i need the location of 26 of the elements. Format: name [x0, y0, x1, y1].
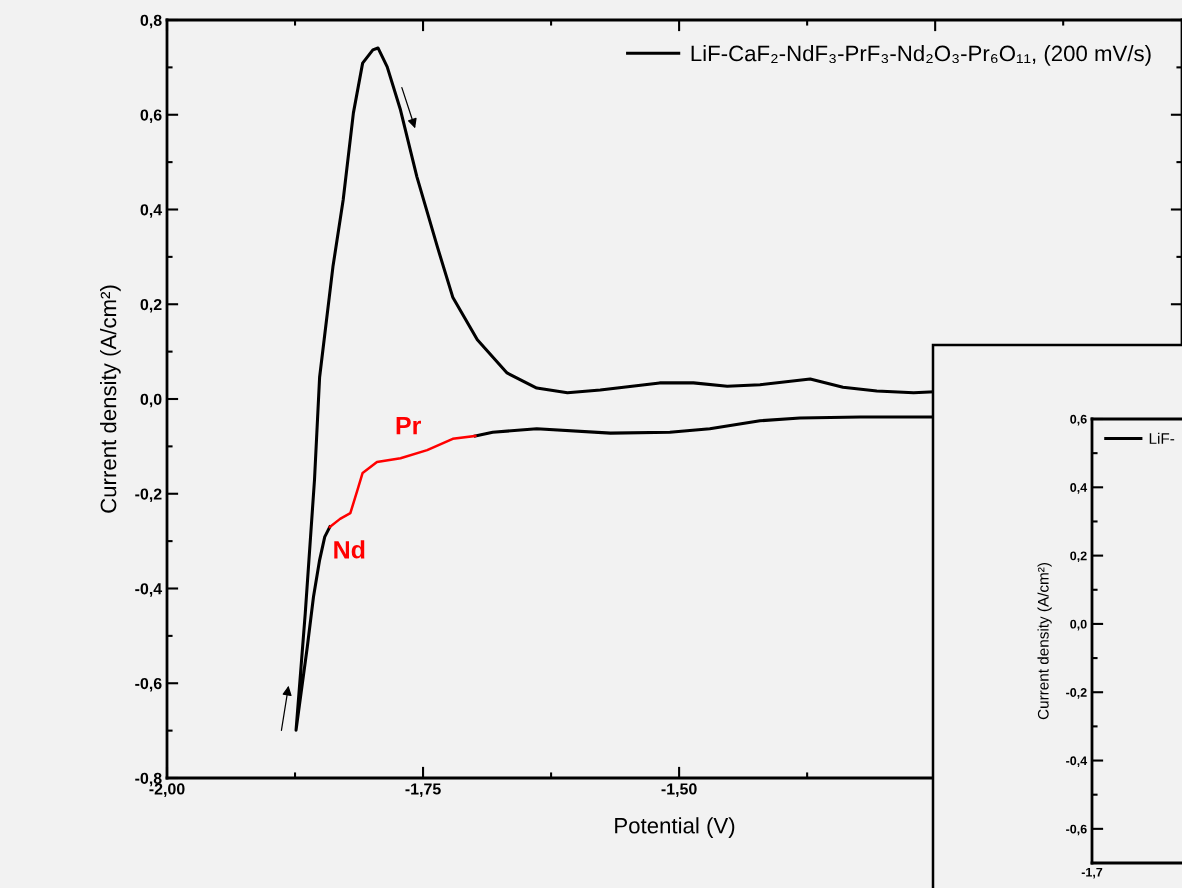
y-tick-label: -0,4: [135, 583, 163, 597]
annotation: Pr: [396, 416, 421, 435]
y-tick-label: 0,8: [140, 14, 162, 29]
y-tick-label: -0,4: [1066, 756, 1088, 767]
y-tick-label: 0,0: [140, 393, 162, 408]
y-tick-label: 0,2: [140, 298, 162, 313]
legend-label: LiF-CaF₂-NdF₃-PrF₃-Nd₂O₃-Pr₆O₁₁, (200 mV/s): [691, 45, 1151, 66]
y-tick-label: 0,6: [140, 109, 162, 124]
y-tick-label: 0,4: [1070, 483, 1088, 494]
line-series: [328, 434, 477, 529]
y-tick-label: -0,2: [1066, 688, 1087, 699]
x-tick-label: -1,50: [661, 783, 697, 797]
y-tick-label: 0,2: [1070, 551, 1087, 563]
legend-label: LiF-: [1149, 432, 1175, 444]
text: -1,7: [1081, 867, 1103, 879]
x-axis-title: Potential (V): [615, 817, 735, 838]
y-tick-label: 0,0: [1070, 619, 1087, 631]
y-tick-label: -0,6: [135, 677, 162, 692]
annotation: Nd: [334, 540, 365, 559]
y-tick-label: 0,4: [140, 204, 163, 218]
y-tick-label: 0,6: [1070, 414, 1087, 426]
y-tick-label: -0,6: [1066, 824, 1087, 836]
y-tick-label: -0,2: [135, 488, 162, 503]
y-axis-title: Current density (A/cm²): [1037, 562, 1052, 720]
y-axis-title: Current density (A/cm²): [100, 285, 121, 513]
x-tick-label: -1,75: [405, 783, 441, 797]
